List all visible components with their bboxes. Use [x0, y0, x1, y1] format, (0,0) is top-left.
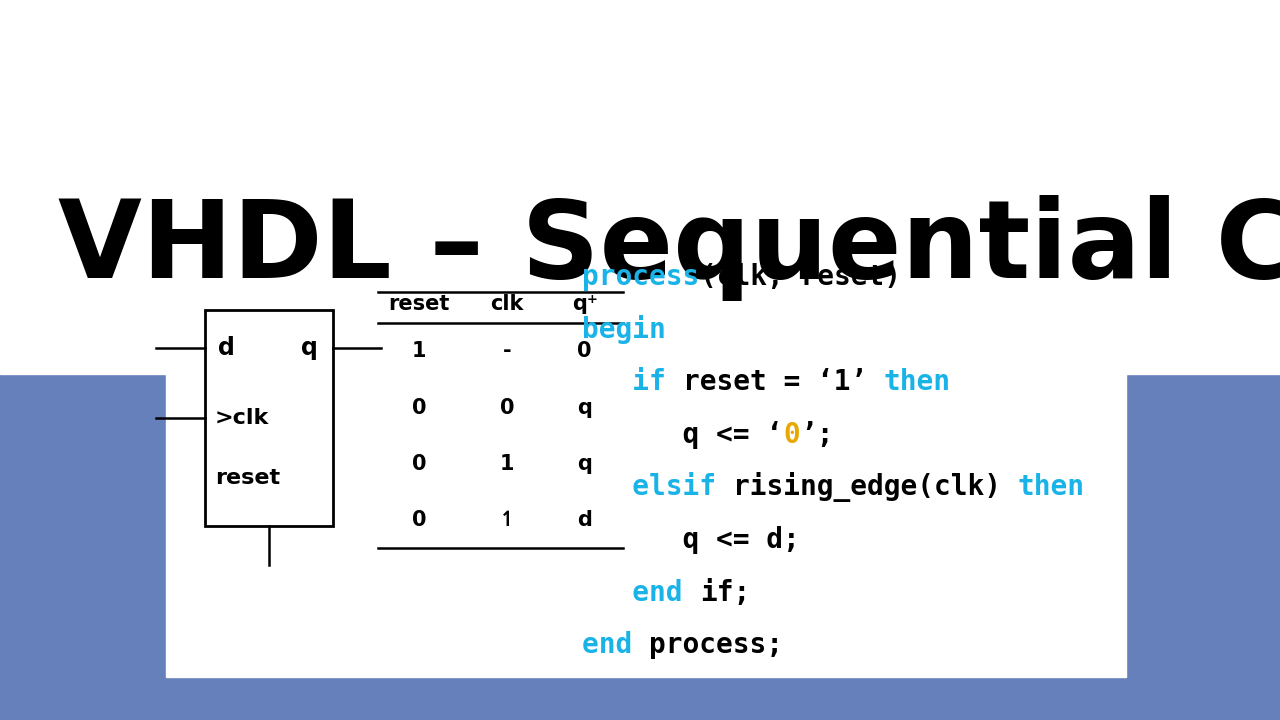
Text: q: q: [577, 397, 593, 418]
Bar: [205, 310, 333, 526]
Text: 1: 1: [412, 341, 426, 361]
Text: then: then: [884, 369, 951, 396]
Text: begin: begin: [582, 315, 666, 344]
Text: 0: 0: [412, 510, 426, 530]
Text: 1: 1: [500, 454, 515, 474]
Text: q: q: [577, 454, 593, 474]
Text: ’;: ’;: [800, 421, 833, 449]
Text: 0: 0: [412, 397, 426, 418]
Text: 0: 0: [577, 341, 591, 361]
Text: end: end: [582, 579, 700, 606]
Text: elsif: elsif: [582, 474, 733, 501]
Bar: [0, 0, 1280, 374]
Text: end: end: [582, 631, 649, 659]
Text: -: -: [503, 341, 512, 361]
Text: rising_edge(clk): rising_edge(clk): [733, 472, 1018, 503]
Text: reset: reset: [388, 294, 449, 314]
Text: then: then: [1018, 474, 1085, 501]
Text: 0: 0: [783, 421, 800, 449]
Text: process: process: [582, 264, 700, 291]
Text: VHDL – Sequential Circuits: VHDL – Sequential Circuits: [58, 195, 1280, 302]
Text: q: q: [301, 336, 317, 361]
Text: d: d: [577, 510, 593, 530]
Text: reset = ‘1’: reset = ‘1’: [684, 369, 884, 396]
Text: q <= d;: q <= d;: [582, 526, 800, 554]
Text: q⁺: q⁺: [572, 294, 598, 314]
Text: if;: if;: [700, 579, 750, 606]
Text: 0: 0: [412, 454, 426, 474]
Text: process;: process;: [649, 631, 783, 659]
Text: 0: 0: [500, 397, 515, 418]
Text: reset: reset: [215, 468, 280, 488]
Text: if: if: [582, 369, 684, 396]
Text: clk: clk: [490, 294, 524, 314]
Text: q <= ‘: q <= ‘: [582, 421, 783, 449]
Text: (clk, reset): (clk, reset): [700, 264, 901, 291]
Text: ↿: ↿: [498, 510, 516, 530]
Text: >clk: >clk: [215, 408, 269, 428]
Bar: [166, 274, 1126, 677]
Text: d: d: [218, 336, 234, 361]
